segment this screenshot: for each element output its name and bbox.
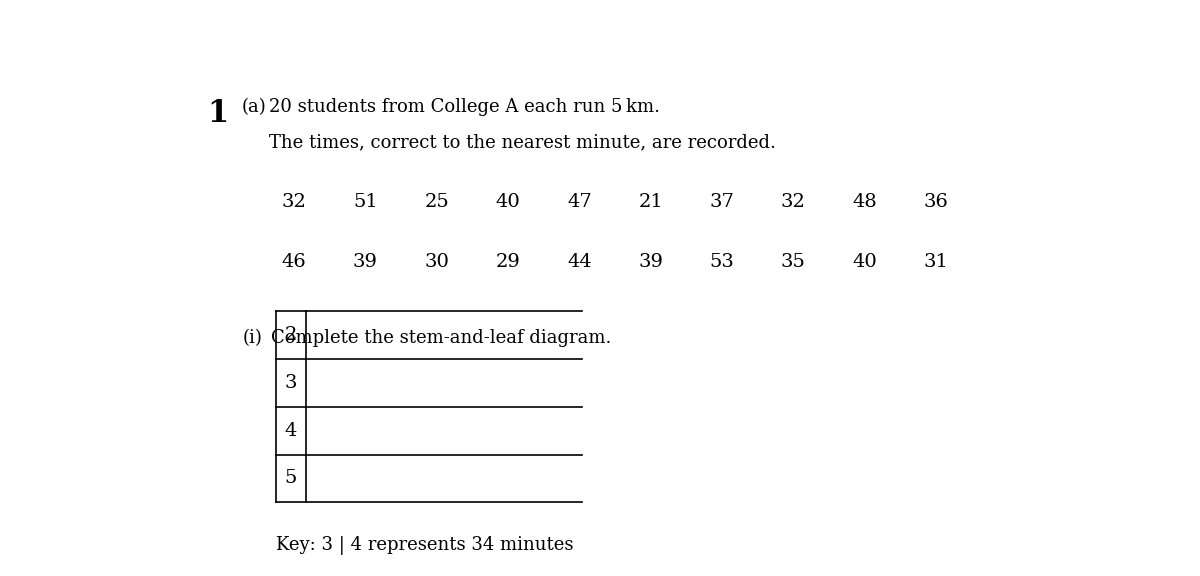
Text: 48: 48: [852, 194, 877, 211]
Text: 5: 5: [284, 469, 298, 487]
Text: 44: 44: [566, 253, 592, 271]
Text: 30: 30: [425, 253, 449, 271]
Text: 20 students from College A each run 5 km.: 20 students from College A each run 5 km…: [269, 98, 660, 116]
Text: (i): (i): [242, 328, 263, 347]
Text: 3: 3: [284, 374, 298, 392]
Text: Key: 3 | 4 represents 34 minutes: Key: 3 | 4 represents 34 minutes: [276, 536, 574, 555]
Text: 2: 2: [284, 326, 298, 344]
Text: 51: 51: [353, 194, 378, 211]
Text: 40: 40: [496, 194, 521, 211]
Text: 36: 36: [924, 194, 948, 211]
Text: 32: 32: [781, 194, 805, 211]
Text: 31: 31: [924, 253, 948, 271]
Text: 4: 4: [284, 422, 298, 439]
Text: 46: 46: [282, 253, 306, 271]
Text: 39: 39: [638, 253, 664, 271]
Text: 32: 32: [282, 194, 306, 211]
Text: 39: 39: [353, 253, 378, 271]
Text: The times, correct to the nearest minute, are recorded.: The times, correct to the nearest minute…: [269, 134, 776, 151]
Text: 25: 25: [425, 194, 449, 211]
Text: 21: 21: [638, 194, 664, 211]
Text: 37: 37: [709, 194, 734, 211]
Text: 53: 53: [709, 253, 734, 271]
Text: 1: 1: [208, 98, 229, 129]
Text: (a): (a): [241, 98, 266, 116]
Text: Complete the stem-and-leaf diagram.: Complete the stem-and-leaf diagram.: [271, 328, 611, 347]
Text: 35: 35: [781, 253, 805, 271]
Text: 40: 40: [852, 253, 877, 271]
Text: 29: 29: [496, 253, 521, 271]
Text: 47: 47: [566, 194, 592, 211]
